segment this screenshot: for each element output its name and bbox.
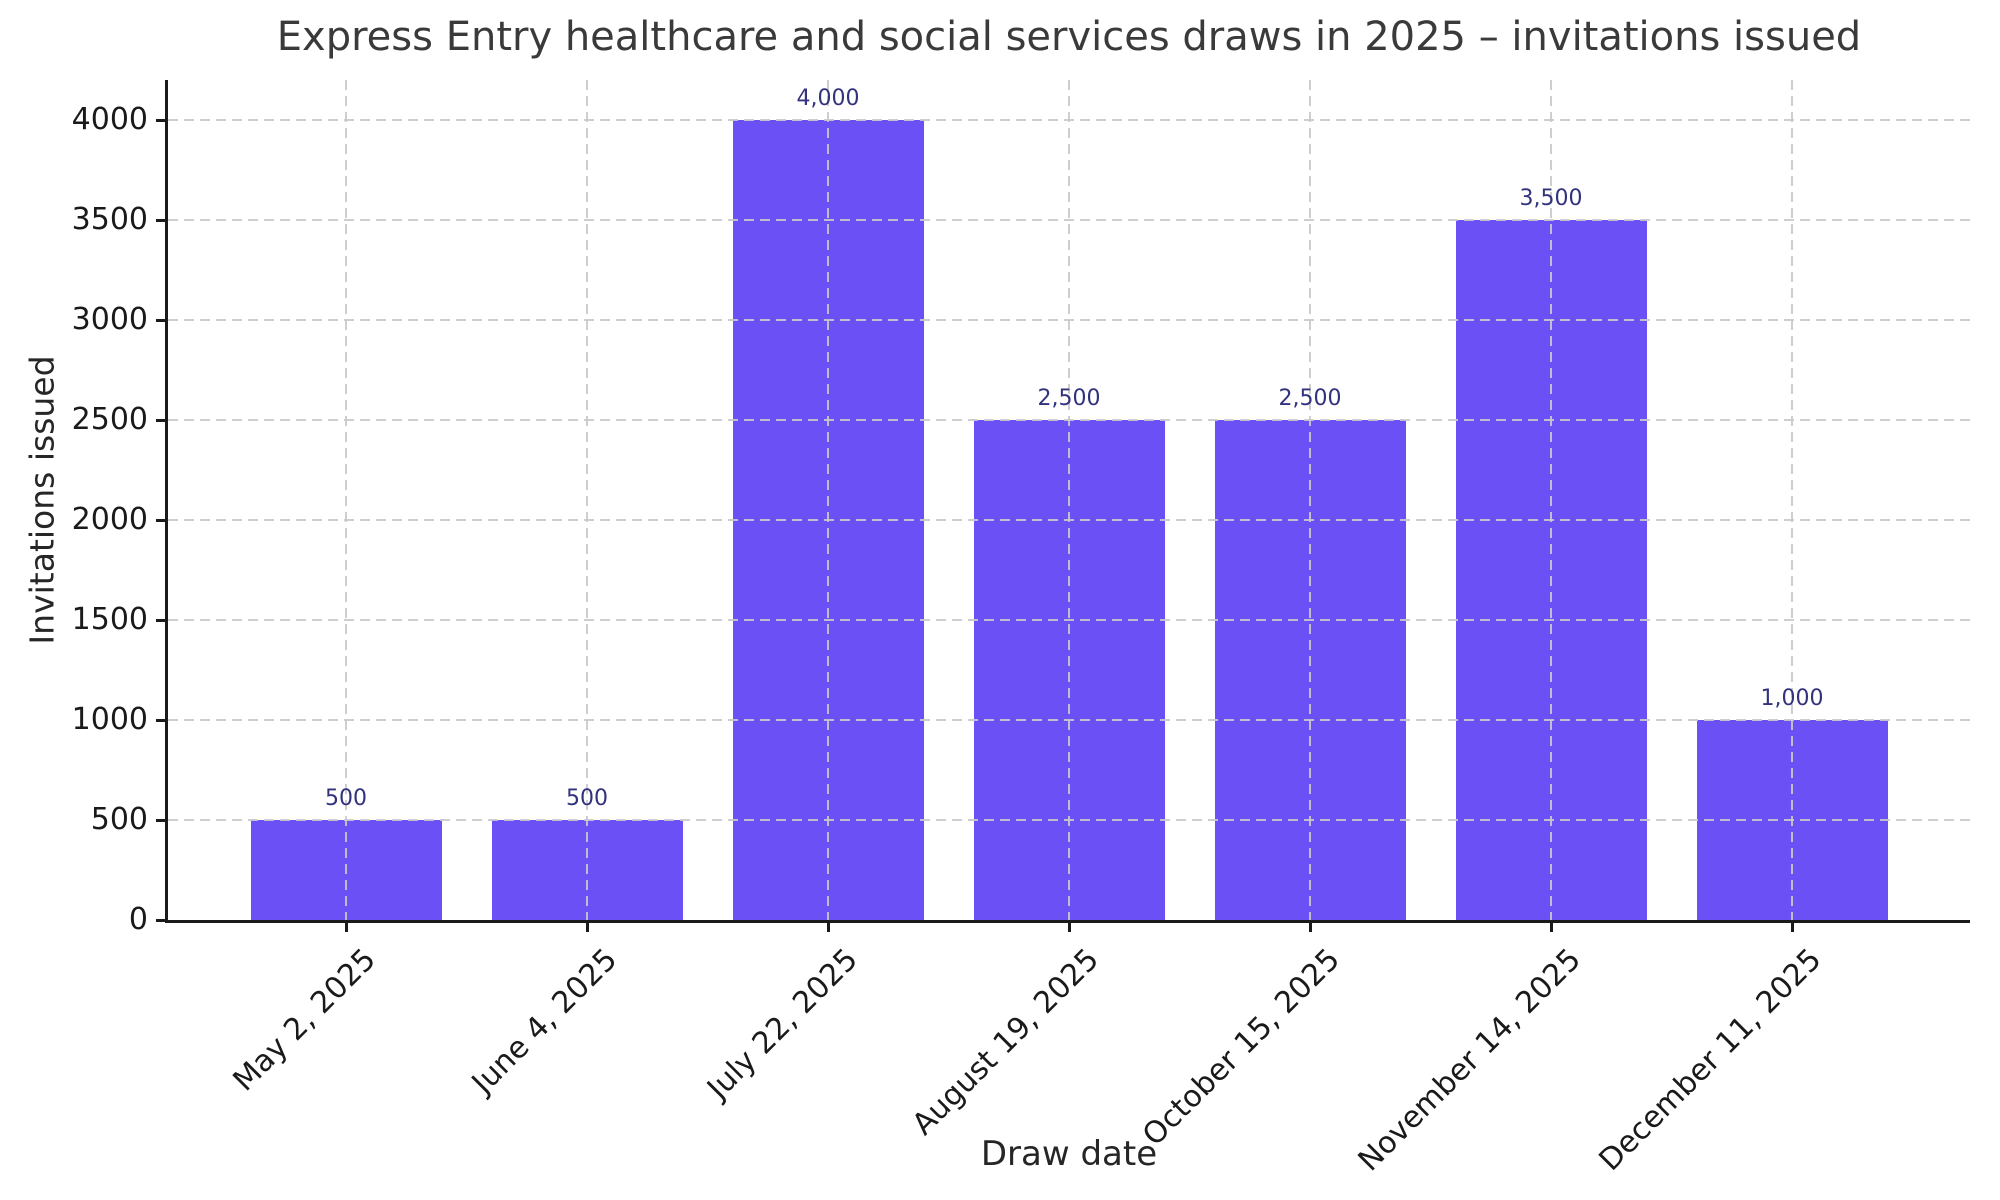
- x-tick: [826, 920, 830, 932]
- y-tick-label: 1500: [71, 602, 148, 637]
- x-tick: [344, 920, 348, 932]
- x-tick: [1067, 920, 1071, 932]
- y-tick-label: 2500: [71, 402, 148, 437]
- y-tick-label: 4000: [71, 102, 148, 137]
- x-tick-label-text: May 2, 2025: [226, 942, 383, 1099]
- bar: [732, 120, 924, 920]
- bar-value-label: 2,500: [1278, 386, 1342, 411]
- x-axis-label: Draw date: [980, 1134, 1158, 1174]
- bar-value-label: 2,500: [1037, 386, 1101, 411]
- bar: [1455, 220, 1647, 920]
- x-axis-spine: [165, 920, 1970, 923]
- y-tick: [156, 118, 168, 122]
- x-tick: [1308, 920, 1312, 932]
- x-tick-label-text: July 22, 2025: [700, 942, 865, 1107]
- x-tick-label-text: October 15, 2025: [1135, 942, 1347, 1153]
- bar: [1214, 420, 1406, 920]
- y-tick-label: 3000: [71, 302, 148, 337]
- bar: [1696, 720, 1888, 920]
- y-tick: [156, 418, 168, 422]
- x-tick: [1790, 920, 1794, 932]
- bar-value-label: 1,000: [1760, 686, 1824, 711]
- h-gridline: [168, 319, 1970, 321]
- x-tick: [585, 920, 589, 932]
- y-tick: [156, 718, 168, 722]
- bar: [973, 420, 1165, 920]
- y-tick: [156, 818, 168, 822]
- y-tick: [156, 218, 168, 222]
- bar: [250, 820, 442, 920]
- y-tick: [156, 918, 168, 922]
- y-tick-label: 500: [90, 802, 148, 837]
- bar: [491, 820, 683, 920]
- y-tick-label: 3500: [71, 202, 148, 237]
- bar-value-label: 3,500: [1519, 186, 1583, 211]
- x-tick-label-text: June 4, 2025: [465, 942, 624, 1101]
- x-tick-label-text: August 19, 2025: [905, 942, 1106, 1143]
- x-tick: [1549, 920, 1553, 932]
- y-tick-label: 0: [128, 902, 148, 937]
- bar-value-label: 4,000: [796, 86, 860, 111]
- h-gridline: [168, 219, 1970, 221]
- y-tick-label: 1000: [71, 702, 148, 737]
- y-tick-label: 2000: [71, 502, 148, 537]
- bar-value-label: 500: [566, 786, 608, 811]
- y-axis-label: Invitations issued: [22, 355, 62, 645]
- h-gridline: [168, 119, 1970, 121]
- y-tick: [156, 318, 168, 322]
- y-tick: [156, 518, 168, 522]
- bar-value-label: 500: [325, 786, 367, 811]
- y-tick: [156, 618, 168, 622]
- chart-title: Express Entry healthcare and social serv…: [276, 14, 1862, 60]
- y-axis-spine: [165, 80, 168, 923]
